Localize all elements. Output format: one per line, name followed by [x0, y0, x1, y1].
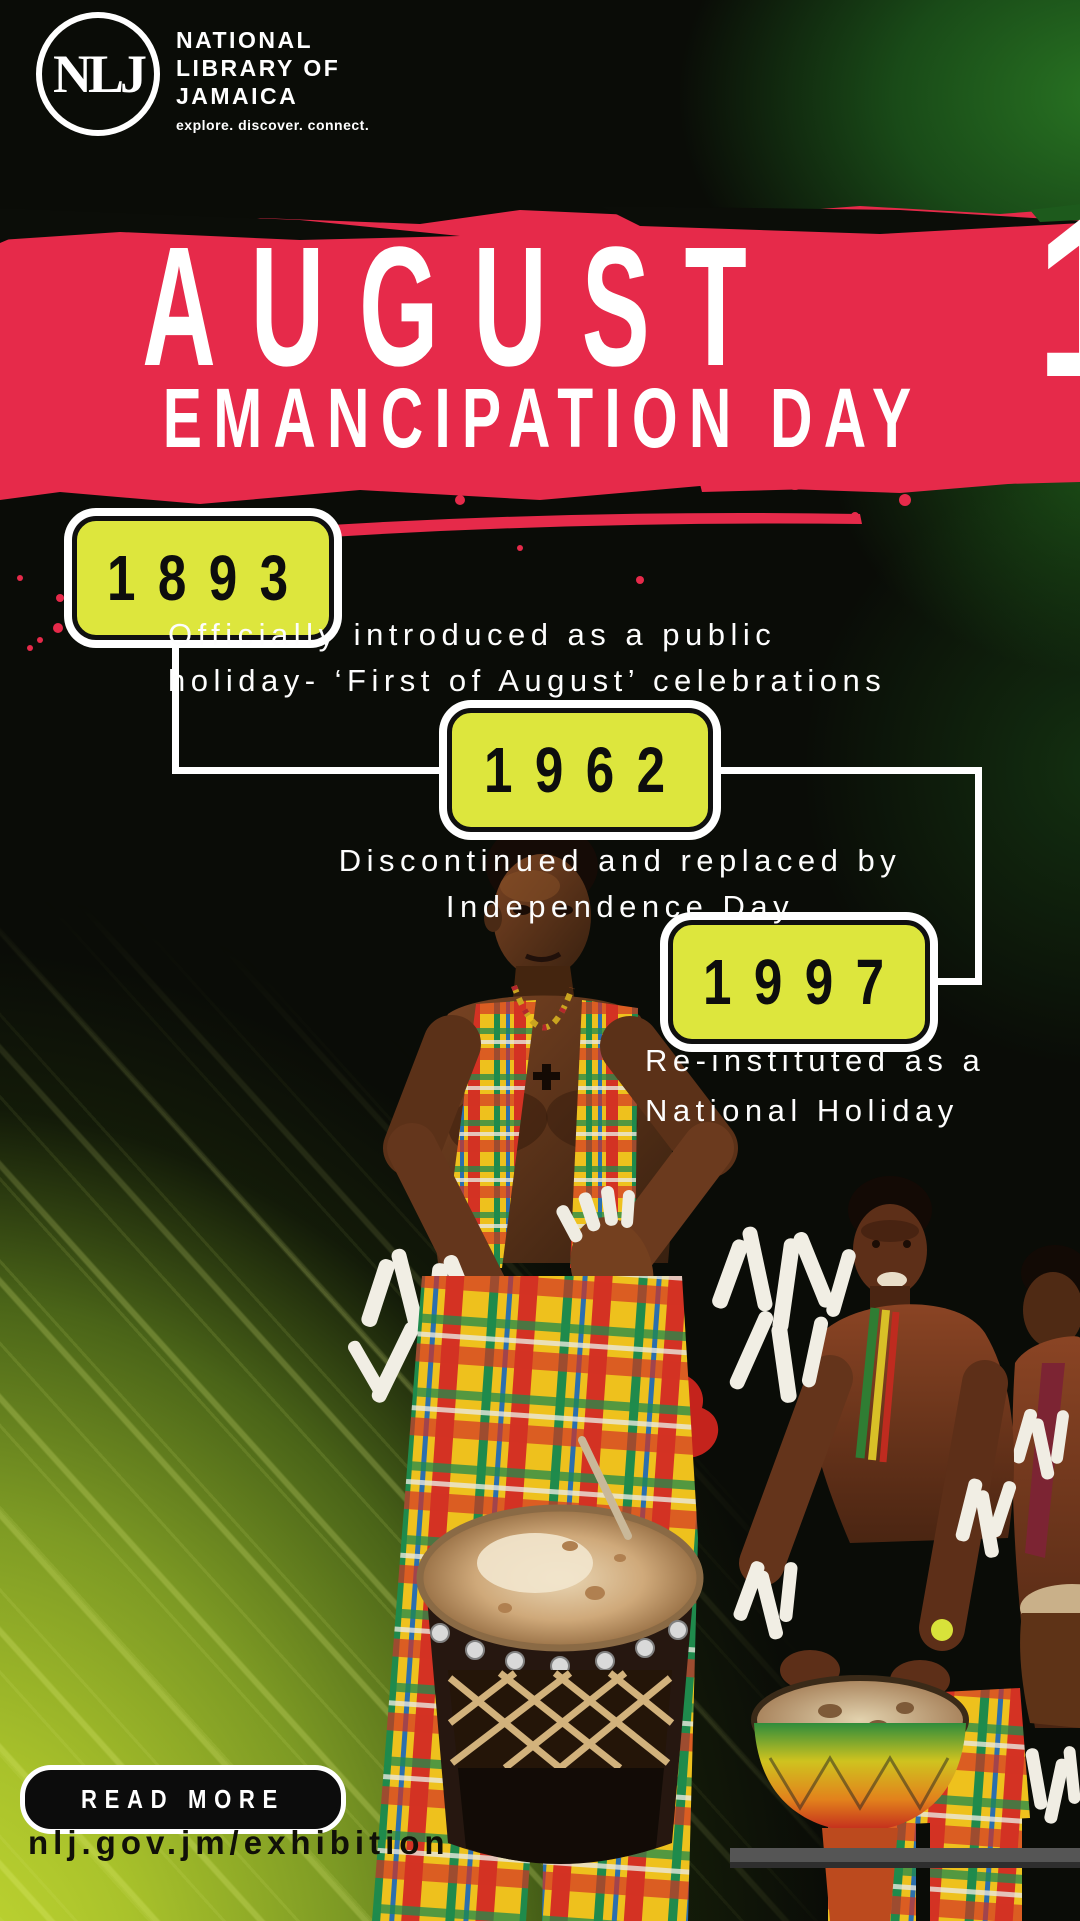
event-1997-line1: Re-instituted as a: [645, 1043, 986, 1078]
year-1962: 1962: [483, 734, 688, 806]
brand-name-line3: JAMAICA: [176, 83, 299, 109]
banner-title-number: 1: [1036, 184, 1080, 412]
timeline-badge-1997: 1997: [668, 920, 930, 1044]
brand-name-line1: NATIONAL: [176, 27, 314, 53]
timeline-badge-1962: 1962: [447, 708, 713, 832]
timeline-connector-2-vertical: [975, 767, 982, 982]
drummer-second: [733, 1176, 1030, 1921]
event-1962-line1: Discontinued and replaced by: [338, 843, 902, 878]
timeline-connector-1-horizontal: [172, 767, 450, 774]
banner-title-word: AUGUST: [141, 211, 782, 402]
timeline-connector-1-vertical: [172, 638, 179, 774]
read-more-label: READ MORE: [80, 1784, 285, 1814]
banner-title-row: AUGUST 1: [0, 184, 1080, 412]
year-1997: 1997: [702, 946, 907, 1018]
brand-text: NATIONAL LIBRARY OF JAMAICA explore. dis…: [176, 12, 369, 133]
timeline-connector-2-horizontal: [710, 767, 982, 774]
event-1962-line2: Independence Day: [445, 889, 795, 924]
drummer-main: [348, 822, 856, 1921]
event-1893-line2: holiday- ‘First of August’ celebrations: [168, 663, 887, 698]
timeline-connector-3-horizontal: [930, 978, 982, 985]
nlj-monogram: NLJ: [52, 44, 147, 104]
event-text-1893: Officially introduced as a public holida…: [168, 612, 886, 704]
brand-name-line2: LIBRARY OF: [176, 55, 341, 81]
brand-tagline: explore. discover. connect.: [176, 117, 370, 133]
timeline-badge-1893: 1893: [72, 516, 334, 640]
stage-scaffold: [730, 1848, 1080, 1868]
exhibition-url[interactable]: nlj.gov.jm/exhibition: [28, 1824, 450, 1861]
year-1893: 1893: [106, 542, 311, 614]
white-frill-raised-arm: [712, 1226, 856, 1403]
nlj-logo-circle: NLJ: [36, 12, 160, 136]
event-1893-line1: Officially introduced as a public: [168, 617, 777, 652]
banner-subtitle-row: EMANCIPATION DAY: [0, 376, 1080, 460]
nlj-logo-block: NLJ NATIONAL LIBRARY OF JAMAICA explore.…: [36, 12, 369, 136]
event-text-1962: Discontinued and replaced by Independenc…: [230, 838, 1010, 930]
event-1997-line2: National Holiday: [645, 1093, 959, 1128]
event-text-1997: Re-instituted as a National Holiday: [645, 1036, 985, 1136]
read-more-button[interactable]: READ MORE: [25, 1770, 341, 1829]
drummer-right-partial: [1011, 1245, 1080, 1824]
drummers-photo: [348, 822, 1080, 1921]
red-brush-banner: [0, 204, 1080, 651]
banner-subtitle: EMANCIPATION DAY: [162, 371, 923, 465]
